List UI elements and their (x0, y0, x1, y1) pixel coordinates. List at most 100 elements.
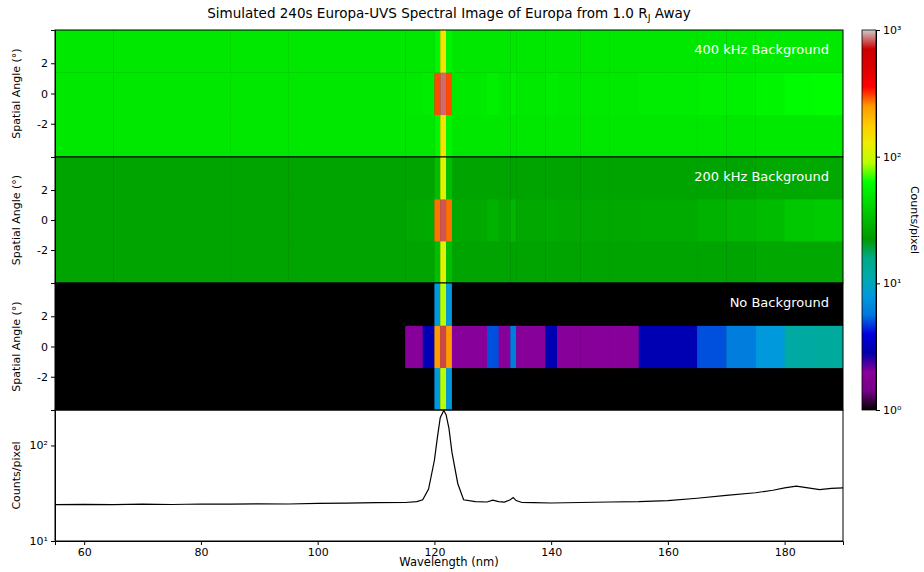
tick: 10³ (876, 24, 901, 37)
heatmap-cell (726, 72, 756, 115)
tick: 100 (308, 541, 329, 559)
heatmap-cell (230, 199, 289, 241)
heatmap-cell (55, 157, 114, 199)
heatmap-cell (528, 283, 546, 326)
plot-frame (55, 410, 843, 541)
heatmap-cell (452, 325, 464, 368)
heatmap-cell (452, 241, 464, 283)
heatmap-cell (423, 241, 435, 283)
heatmap-cell (452, 283, 464, 326)
heatmap-cell (499, 157, 511, 199)
heatmap-cell (434, 199, 440, 241)
heatmap-cell (55, 241, 114, 283)
heatmap-cell (172, 283, 231, 326)
heatmap-cell (726, 115, 756, 157)
tick-label: 10¹ (883, 277, 901, 290)
tick-mark (51, 94, 55, 95)
tick-label: 60 (78, 546, 92, 559)
heatmap-cell (288, 157, 347, 199)
heatmap-cell (668, 157, 698, 199)
heatmap-cell (55, 368, 114, 410)
tick-mark (201, 541, 202, 545)
heatmap-cell (499, 199, 511, 241)
tick-label: 140 (541, 546, 562, 559)
heatmap-cell (610, 157, 640, 199)
y-axis-title: Counts/pixel (10, 441, 23, 509)
y-axis-title: Spatial Angle (°) (10, 48, 23, 138)
heatmap-cell (230, 283, 289, 326)
heatmap-cell (545, 241, 557, 283)
heatmap-cell (464, 72, 488, 115)
heatmap-cell (172, 199, 231, 241)
heatmap-cell (446, 283, 452, 326)
tick-label: 10² (30, 439, 48, 452)
heatmap-cell (347, 368, 406, 410)
heatmap-cell (113, 325, 172, 368)
heatmap-cell (557, 199, 581, 241)
heatmap-cell (726, 199, 756, 241)
heatmap-cell (499, 115, 511, 157)
heatmap-cell (814, 199, 843, 241)
heatmap-cell (610, 72, 640, 115)
heatmap-cell (510, 157, 516, 199)
heatmap-cell (464, 115, 488, 157)
heatmap-cell (557, 72, 581, 115)
heatmap-cell (55, 115, 114, 157)
heatmap-cell (639, 115, 669, 157)
heatmap-cell (446, 72, 452, 115)
tick-mark (51, 250, 55, 251)
heatmap-cell (446, 115, 452, 157)
heatmap-cell (172, 30, 231, 73)
heatmap-cell (726, 325, 756, 368)
tick-mark (51, 63, 55, 64)
heatmap-cell (610, 283, 640, 326)
heatmap-cell (610, 241, 640, 283)
heatmap-cell (434, 325, 440, 368)
data-line (55, 411, 843, 505)
heatmap-cell (55, 199, 114, 241)
tick-label: 10¹ (30, 535, 48, 548)
heatmap-cell (405, 30, 423, 73)
heatmap-cell (464, 283, 488, 326)
heatmap-cell (528, 157, 546, 199)
heatmap-cell (580, 241, 610, 283)
heatmap-cell (55, 325, 114, 368)
heatmap-cell (510, 283, 516, 326)
tick-label: 2 (41, 184, 48, 197)
tick-label: 160 (658, 546, 679, 559)
heatmap-cell (668, 241, 698, 283)
heatmap-cell (516, 283, 528, 326)
heatmap-cell (510, 368, 516, 410)
axis-line (877, 31, 881, 411)
heatmap-cell (528, 72, 546, 115)
axis-line (56, 542, 844, 546)
heatmap-cell (113, 241, 172, 283)
heatmap-cell (580, 30, 610, 73)
tick: 160 (658, 541, 679, 559)
heatmap-cell (440, 368, 446, 410)
heatmap-cell (288, 241, 347, 283)
tick: 0 (41, 214, 55, 227)
heatmap-cell (446, 241, 452, 283)
heatmap-cell (580, 368, 610, 410)
tick: 10² (876, 151, 901, 164)
tick: -2 (37, 371, 55, 384)
tick: 0 (41, 341, 55, 354)
heatmap-cell (440, 30, 446, 73)
heatmap-cell (639, 283, 669, 326)
heatmap-cell (487, 72, 499, 115)
title-after: Away (650, 5, 690, 21)
heatmap-cell (172, 72, 231, 115)
heatmap-cell (113, 157, 172, 199)
heatmap-cell (639, 72, 669, 115)
tick-mark (876, 30, 880, 31)
tick-label: -2 (37, 244, 48, 257)
heatmap-cell (423, 72, 435, 115)
heatmap-cell (347, 115, 406, 157)
heatmap-cell (545, 30, 557, 73)
heatmap-cell (580, 199, 610, 241)
panel-label: No Background (730, 295, 829, 310)
tick: -2 (37, 244, 55, 257)
heatmap-cell (755, 199, 785, 241)
heatmap-cell (557, 115, 581, 157)
